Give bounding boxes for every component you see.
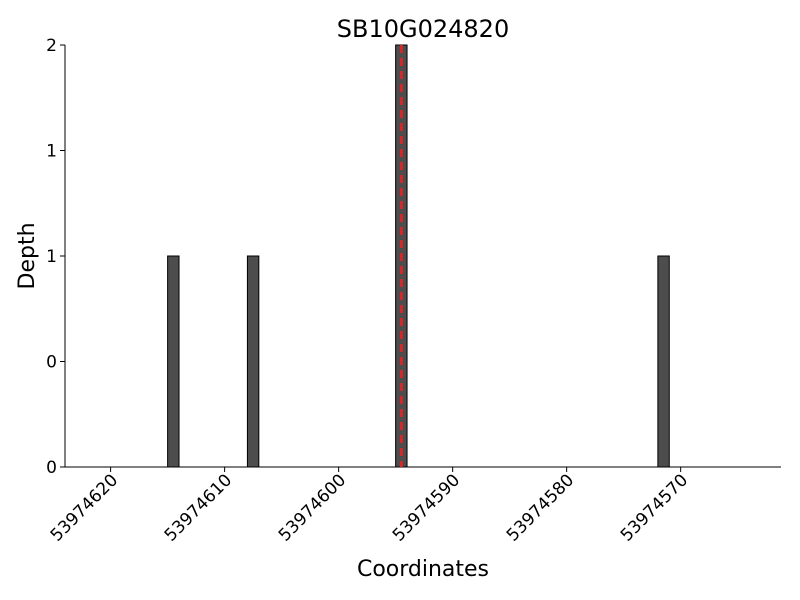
y-tick-label: 1 [46,142,57,162]
y-tick-label: 1 [46,247,57,267]
bar [246,255,260,468]
y-tick-label: 0 [46,458,57,478]
x-tick-label: 53974570 [617,470,692,545]
bar [167,255,180,468]
y-tick-label: 2 [46,36,57,56]
x-tick-label: 53974590 [389,470,464,545]
y-axis-label: Depth [15,222,40,289]
x-tick-label: 53974610 [161,470,236,545]
x-tick-label: 53974580 [503,470,578,545]
x-tick-label: 53974600 [275,470,350,545]
y-tick-label: 0 [46,353,57,373]
x-axis-label: Coordinates [357,557,489,582]
bar [657,255,670,468]
chart-title: SB10G024820 [337,15,509,43]
x-tick-label: 53974620 [47,470,122,545]
